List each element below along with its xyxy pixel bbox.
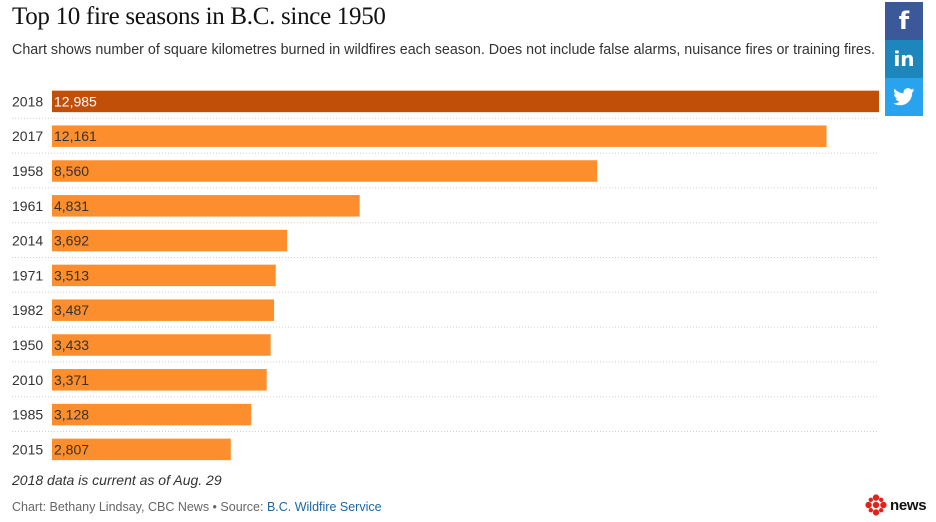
- category-label: 2014: [12, 233, 43, 249]
- category-label: 1982: [12, 302, 43, 318]
- value-label: 4,831: [54, 198, 89, 214]
- bar-1982[interactable]: [52, 299, 275, 321]
- share-bar: f in: [885, 2, 923, 116]
- category-label: 1950: [12, 337, 43, 353]
- bar-2017[interactable]: [52, 125, 827, 147]
- value-label: 12,161: [54, 128, 97, 144]
- bar-1958[interactable]: [52, 160, 598, 182]
- chart-credit: Chart: Bethany Lindsay, CBC News • Sourc…: [12, 500, 382, 514]
- category-label: 1958: [12, 163, 43, 179]
- value-label: 3,692: [54, 233, 89, 249]
- credit-text: Chart: Bethany Lindsay, CBC News • Sourc…: [12, 500, 267, 514]
- category-label: 1971: [12, 267, 43, 283]
- bar-1950[interactable]: [52, 334, 271, 356]
- cbc-gem-icon: [865, 494, 887, 516]
- value-label: 3,371: [54, 372, 89, 388]
- bar-2010[interactable]: [52, 369, 267, 391]
- bar-chart: 2018 12,985 2017 12,161 1958 8,560 1961 4,831 20…: [12, 90, 879, 461]
- twitter-icon: [893, 88, 915, 106]
- value-label: 3,487: [54, 302, 89, 318]
- cbc-news-logo[interactable]: news: [865, 494, 927, 516]
- category-label: 2010: [12, 372, 43, 388]
- twitter-share-button[interactable]: [885, 78, 923, 116]
- value-label: 12,985: [54, 93, 97, 109]
- bar-1961[interactable]: [52, 195, 360, 217]
- bar-2014[interactable]: [52, 229, 288, 252]
- value-label: 2,807: [54, 441, 89, 457]
- linkedin-icon: in: [893, 47, 915, 71]
- source-link[interactable]: B.C. Wildfire Service: [266, 500, 382, 514]
- bar-2018[interactable]: [52, 90, 879, 113]
- category-label: 1985: [12, 407, 43, 423]
- facebook-share-button[interactable]: f: [885, 2, 923, 40]
- category-label: 2015: [12, 441, 43, 457]
- value-label: 3,128: [54, 407, 89, 423]
- chart-subtitle: Chart shows number of square kilometres …: [12, 42, 875, 58]
- logo-wordmark: news: [890, 496, 927, 514]
- bar-1985[interactable]: [52, 403, 252, 426]
- facebook-icon: f: [898, 7, 910, 35]
- category-label: 2018: [12, 93, 43, 109]
- value-label: 3,513: [54, 267, 89, 283]
- bar-1971[interactable]: [52, 264, 276, 287]
- chart-title: Top 10 fire seasons in B.C. since 1950: [12, 3, 386, 30]
- value-label: 8,560: [54, 163, 89, 179]
- bar-2015[interactable]: [52, 438, 231, 461]
- data-note: 2018 data is current as of Aug. 29: [12, 472, 222, 488]
- category-label: 2017: [12, 128, 43, 144]
- category-label: 1961: [12, 198, 43, 214]
- linkedin-share-button[interactable]: in: [885, 40, 923, 78]
- value-label: 3,433: [54, 337, 89, 353]
